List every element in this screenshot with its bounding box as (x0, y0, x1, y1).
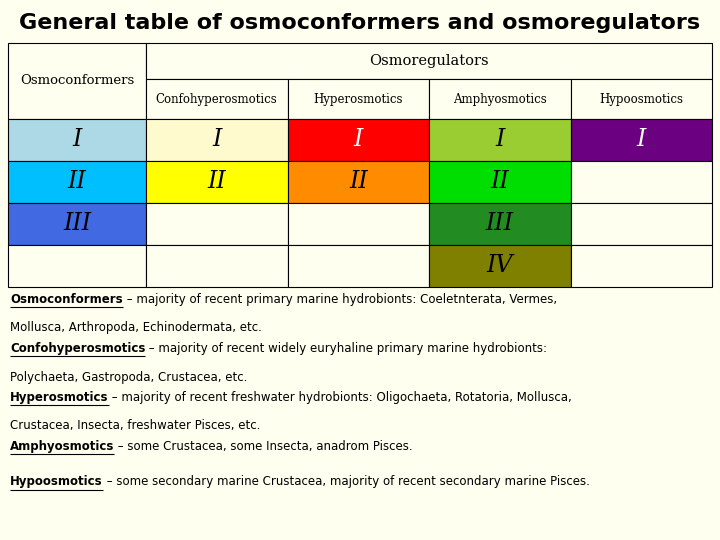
Text: Osmoconformers: Osmoconformers (10, 293, 122, 306)
Text: II: II (207, 171, 226, 193)
Bar (287, 119, 429, 161)
Bar (287, 161, 429, 203)
Text: Hyperosmotics: Hyperosmotics (313, 92, 403, 105)
Bar (570, 161, 712, 203)
Text: III: III (63, 213, 91, 235)
Bar (570, 203, 712, 245)
Bar (429, 79, 570, 119)
Text: Polychaeta, Gastropoda, Crustacea, etc.: Polychaeta, Gastropoda, Crustacea, etc. (10, 370, 248, 383)
Bar (146, 43, 712, 79)
Bar (429, 245, 570, 287)
Text: Osmoconformers: Osmoconformers (20, 75, 134, 87)
Bar (570, 79, 712, 119)
Text: I: I (212, 129, 222, 152)
Text: – some secondary marine Crustacea, majority of recent secondary marine Pisces.: – some secondary marine Crustacea, major… (103, 476, 590, 489)
Text: Amphyosmotics: Amphyosmotics (453, 92, 546, 105)
Text: – majority of recent primary marine hydrobionts: Coeletnterata, Vermes,: – majority of recent primary marine hydr… (122, 293, 557, 306)
Bar (8, 203, 146, 245)
Text: Hypoosmotics: Hypoosmotics (599, 92, 683, 105)
Bar (287, 79, 429, 119)
Text: – majority of recent freshwater hydrobionts: Oligochaeta, Rotatoria, Mollusca,: – majority of recent freshwater hydrobio… (109, 391, 572, 404)
Text: IV: IV (487, 254, 513, 278)
Bar (287, 245, 429, 287)
Bar (8, 245, 146, 287)
Text: Osmoregulators: Osmoregulators (369, 54, 489, 68)
Text: – majority of recent widely euryhaline primary marine hydrobionts:: – majority of recent widely euryhaline p… (145, 342, 547, 355)
Text: Hyperosmotics: Hyperosmotics (10, 391, 109, 404)
Text: I: I (495, 129, 505, 152)
Text: Hypoosmotics: Hypoosmotics (10, 476, 103, 489)
Bar (8, 119, 146, 161)
Text: I: I (72, 129, 81, 152)
Bar (146, 79, 287, 119)
Text: I: I (636, 129, 646, 152)
Text: Crustacea, Insecta, freshwater Pisces, etc.: Crustacea, Insecta, freshwater Pisces, e… (10, 420, 261, 433)
Bar (8, 161, 146, 203)
Bar (146, 161, 287, 203)
Bar (570, 245, 712, 287)
Text: III: III (486, 213, 514, 235)
Bar (146, 245, 287, 287)
Text: II: II (490, 171, 509, 193)
Bar (146, 119, 287, 161)
Bar (570, 119, 712, 161)
Text: Amphyosmotics: Amphyosmotics (10, 440, 114, 453)
Bar (8, 43, 146, 119)
Bar (287, 203, 429, 245)
Bar (146, 203, 287, 245)
Text: Mollusca, Arthropoda, Echinodermata, etc.: Mollusca, Arthropoda, Echinodermata, etc… (10, 321, 262, 334)
Bar (429, 203, 570, 245)
Text: I: I (354, 129, 363, 152)
Bar (429, 119, 570, 161)
Bar (429, 161, 570, 203)
Text: II: II (68, 171, 86, 193)
Text: Confohyperosmotics: Confohyperosmotics (10, 342, 145, 355)
Text: General table of osmoconformers and osmoregulators: General table of osmoconformers and osmo… (19, 13, 701, 33)
Text: Confohyperosmotics: Confohyperosmotics (156, 92, 278, 105)
Text: – some Crustacea, some Insecta, anadrom Pisces.: – some Crustacea, some Insecta, anadrom … (114, 440, 413, 453)
Text: II: II (349, 171, 368, 193)
